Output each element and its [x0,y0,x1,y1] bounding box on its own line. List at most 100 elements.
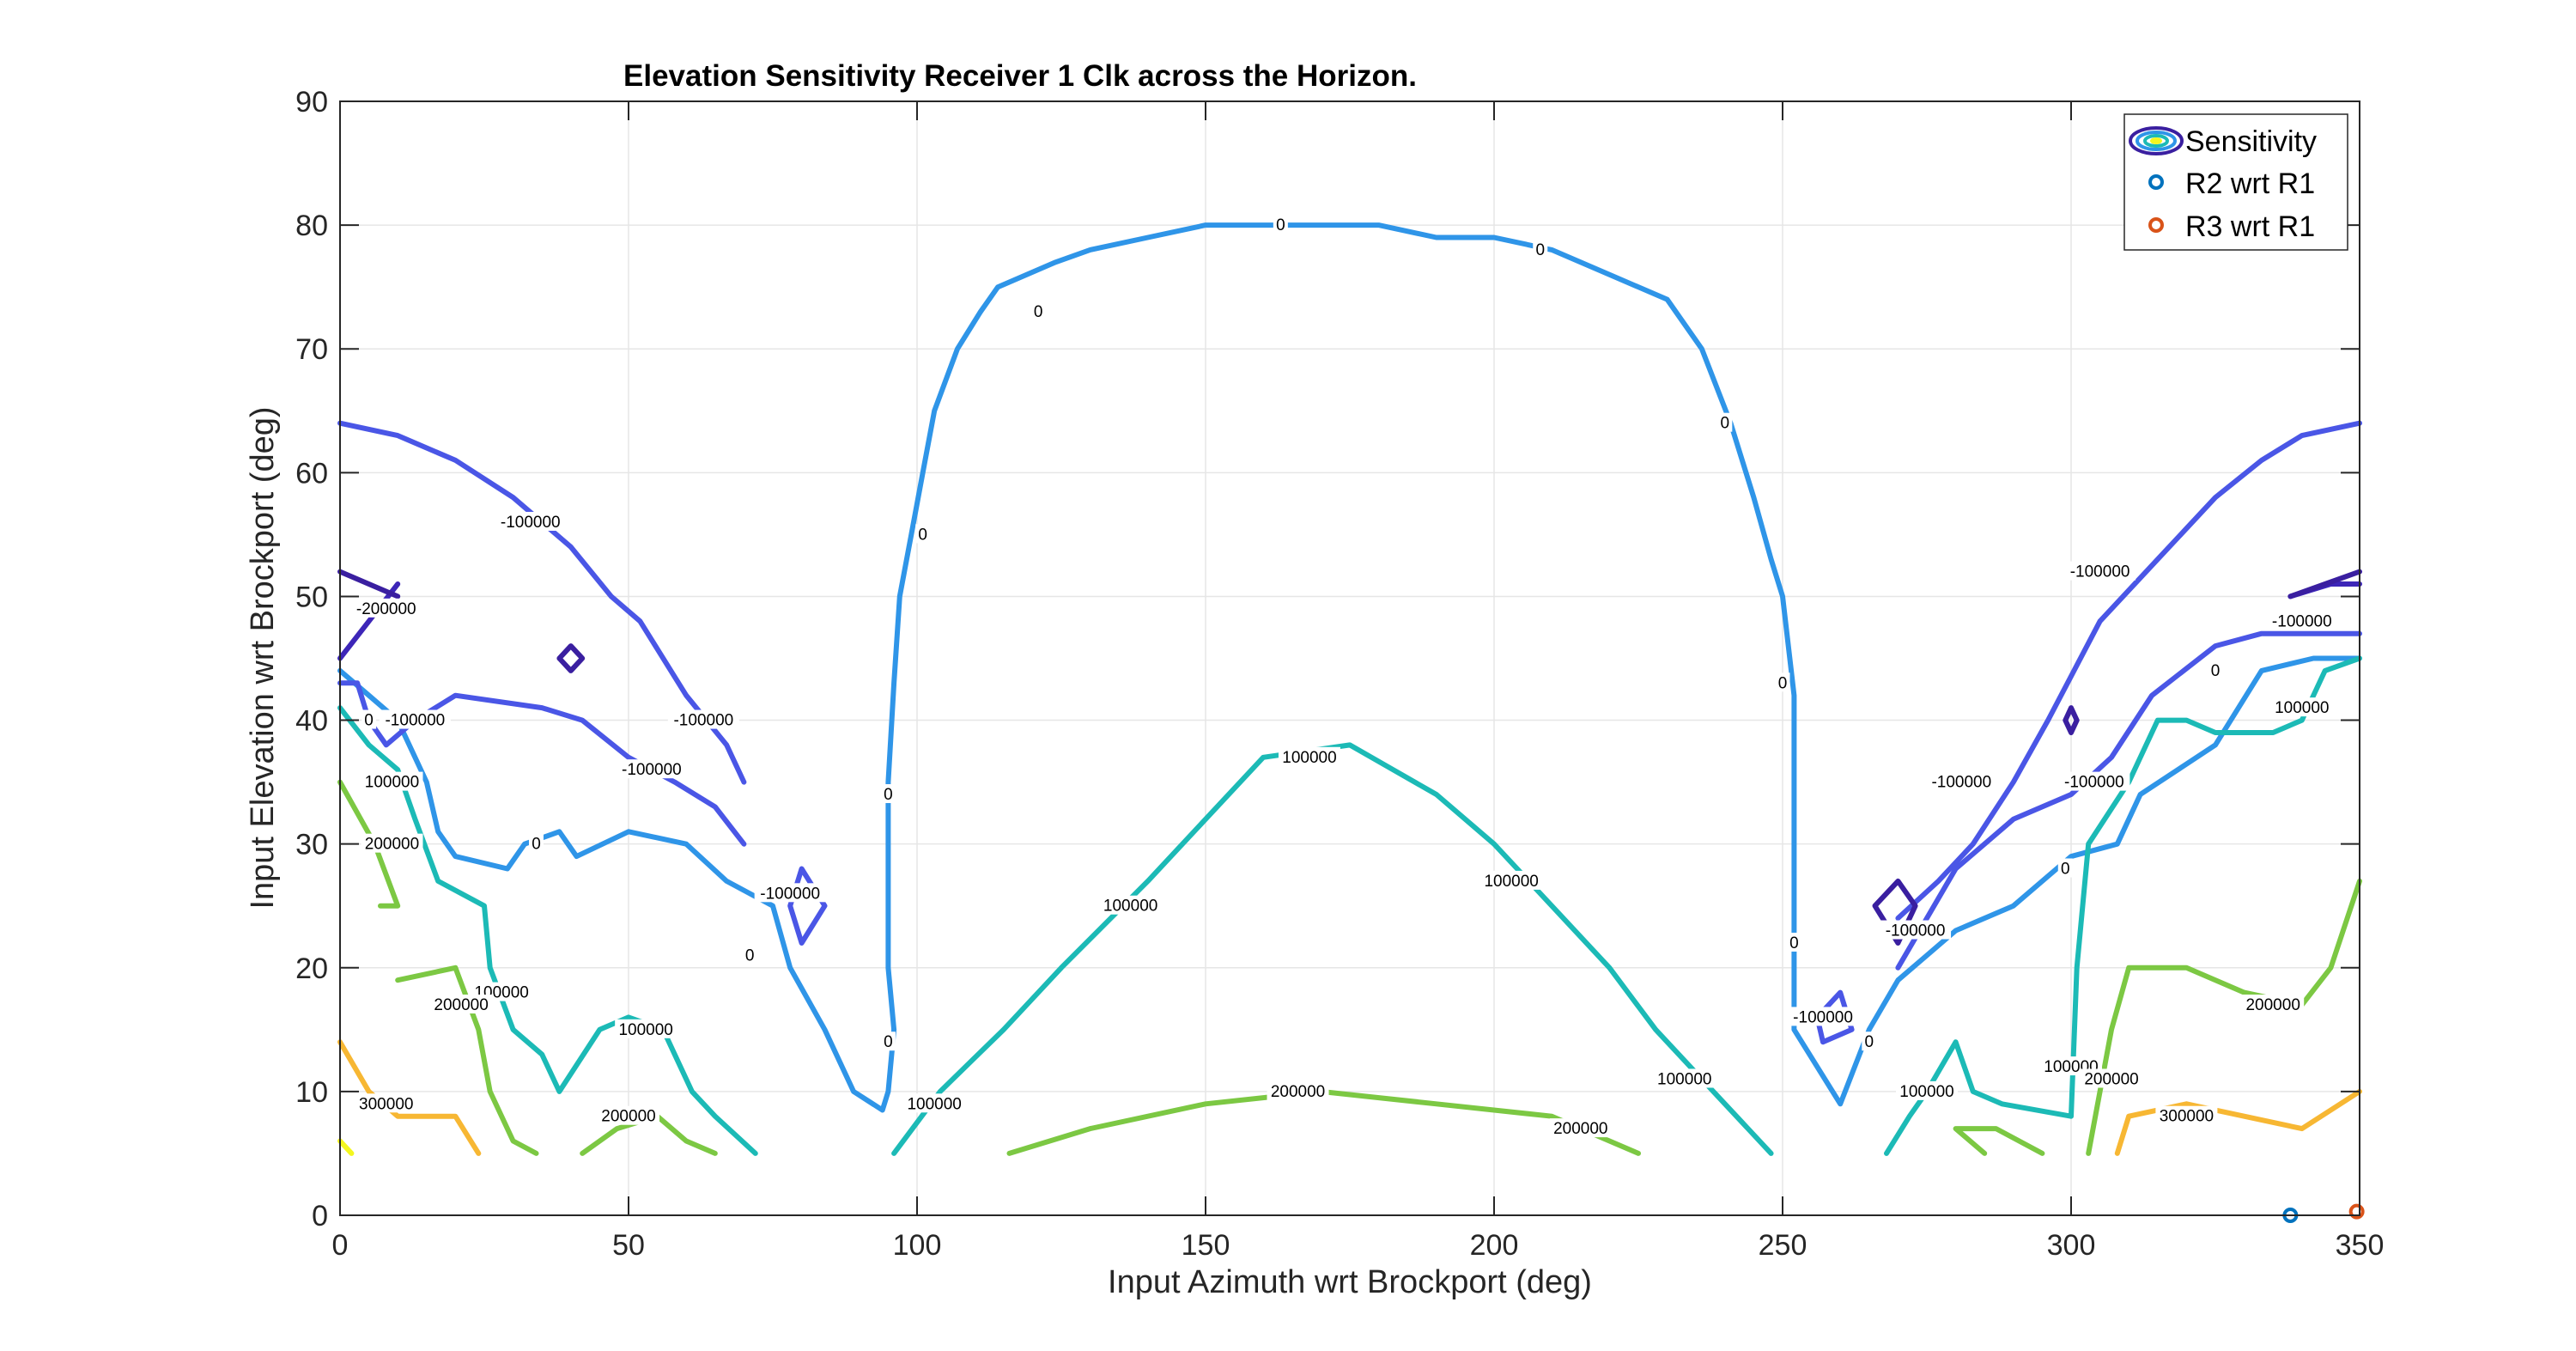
axes-box [339,100,2360,1216]
contour-label-background [361,833,423,853]
contour-label: 100000 [1103,898,1157,916]
contour-label-background [903,1093,966,1113]
contour-line [2287,569,2362,599]
x-tick-label: 50 [612,1229,645,1262]
contour-label-background [2270,697,2333,717]
contour-line [337,581,401,661]
contour-line [1895,420,2362,922]
contour-label-background [1786,932,1801,952]
contour-line [337,1039,482,1156]
contour-label: -100000 [760,885,820,903]
contour-label: 0 [1865,1033,1874,1051]
contour-line [2063,705,2080,735]
contour-label-background [616,759,688,779]
contour-line [395,965,539,1156]
contour-label: 0 [918,526,927,544]
contour-label-background [1862,1032,1877,1051]
contour-label: 300000 [359,1095,413,1113]
contour-label-background [1267,1080,1329,1100]
contour-label: -100000 [1886,922,1946,940]
contour-label: 0 [1034,303,1043,321]
contour-label-background [667,709,739,729]
contour-label: 100000 [1657,1070,1711,1088]
contour-label-background [2057,858,2073,878]
contour-label: 0 [1778,674,1788,692]
contour-label: -100000 [673,712,733,730]
x-tick-label: 200 [1470,1229,1519,1262]
contour-label-background [1273,215,1288,234]
contour-label-background [1880,920,1952,940]
contour-line [891,742,1774,1156]
contour-label: -100000 [1793,1008,1853,1026]
contour-label: -100000 [2064,774,2124,792]
contour-label: 100000 [1899,1083,1953,1101]
x-axis-label: Input Azimuth wrt Brockport (deg) [1108,1264,1592,1300]
contour-label: -100000 [1931,774,1991,792]
contour-line [337,705,758,1156]
contour-label-background [528,833,544,853]
contour-label-background [1480,870,1543,890]
contour-label-background [1030,301,1046,320]
y-tick-label: 90 [295,86,328,119]
r3-marker [2348,1203,2365,1220]
contour-label-background [1278,746,1340,766]
legend-label-r3: R3 wrt R1 [2185,210,2315,243]
contour-label: 100000 [2275,699,2329,717]
legend-label-sensitivity: Sensitivity [2185,125,2317,158]
contour-label-background [2064,561,2136,581]
contour-label: 100000 [1484,873,1538,891]
contour-label: 200000 [365,836,419,854]
contour-label: 100000 [618,1021,672,1039]
contour-label: 0 [532,836,541,854]
contour-label: 0 [884,1033,893,1051]
contour-line [1953,1126,2045,1156]
contour-label: 0 [1721,415,1730,433]
contour-line [337,667,897,1113]
contour-label-background [495,511,567,531]
contour-label-background [1533,239,1548,259]
x-tick-label: 250 [1759,1229,1807,1262]
contour-label: -100000 [2070,563,2130,581]
contour-label-background [379,709,451,729]
contour-label: 200000 [1553,1120,1607,1138]
contour-line [337,779,401,909]
contour-label-background [430,995,493,1014]
contour-label: 200000 [601,1108,655,1126]
contour-label-background [754,883,826,903]
contour-label: 0 [364,712,374,730]
contour-label-background [1099,895,1162,915]
legend-label-r2: R2 wrt R1 [2185,167,2315,200]
contour-label-background [2266,611,2338,630]
contour-label: 0 [745,946,755,965]
contour-label: 0 [1535,241,1545,259]
contour-label: 0 [2211,662,2221,680]
contour-label: 100000 [365,774,419,792]
contour-label: 200000 [434,996,488,1014]
contour-label: -100000 [501,514,561,532]
contour-label-background [1896,1080,1958,1100]
contour-label-background [1717,412,1733,432]
contour-label-background [1653,1068,1716,1088]
contour-label-background [915,524,931,544]
legend-r3-marker [2148,217,2164,233]
contour-label: 300000 [2160,1108,2214,1126]
y-tick-label: 20 [295,952,328,985]
y-tick-label: 40 [295,705,328,738]
legend: Sensitivity R2 wrt R1 R3 wrt R1 [2123,113,2348,251]
contour-label-background [1775,672,1790,692]
contour-label-background [361,771,423,791]
contour-line [1884,655,2362,1156]
contour-line [337,569,401,599]
contour-label: 100000 [907,1095,961,1113]
contour-label: -100000 [2272,612,2332,630]
contour-label: 0 [1789,934,1799,952]
x-tick-label: 300 [2047,1229,2096,1262]
contour-label: -100000 [622,761,682,779]
contour-label: -200000 [356,600,416,618]
legend-sensitivity-icon [2129,126,2184,155]
axis-ticks: 0 50 100 150 200 250 300 350 0 10 20 30 40 50 60 70 80 90 [295,86,2384,1262]
x-tick-label: 150 [1182,1229,1230,1262]
chart-title: Elevation Sensitivity Receiver 1 Clk acr… [623,59,1417,93]
y-tick-label: 70 [295,333,328,366]
